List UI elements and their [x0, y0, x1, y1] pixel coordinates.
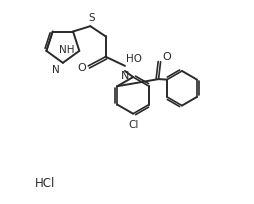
Text: O: O — [163, 52, 171, 61]
Text: S: S — [88, 13, 95, 23]
Text: HO: HO — [126, 54, 142, 64]
Text: HCl: HCl — [35, 177, 56, 190]
Text: O: O — [77, 63, 86, 73]
Text: N: N — [52, 64, 60, 74]
Text: N: N — [121, 70, 129, 80]
Text: Cl: Cl — [128, 119, 138, 129]
Text: NH: NH — [59, 45, 74, 54]
